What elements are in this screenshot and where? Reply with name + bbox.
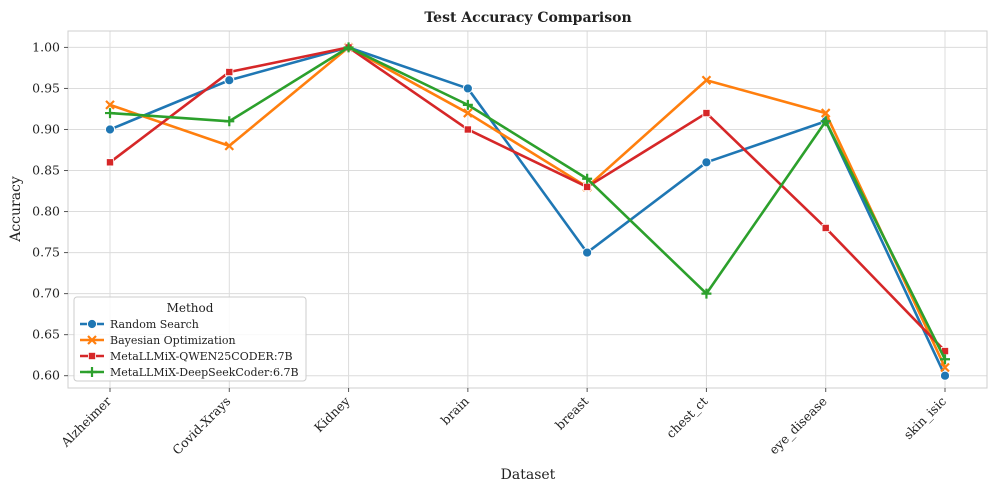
legend-swatch-marker xyxy=(87,335,97,345)
x-axis-label: Dataset xyxy=(501,467,556,483)
data-point xyxy=(582,247,593,258)
x-tick-label: skin_isic xyxy=(901,394,950,443)
data-point xyxy=(939,370,951,381)
data-point xyxy=(940,354,950,365)
y-tick-label: 0.70 xyxy=(32,286,60,301)
y-tick-label: 0.90 xyxy=(32,121,60,136)
data-point xyxy=(224,75,235,86)
data-point xyxy=(104,124,116,135)
x-tick-label: breast xyxy=(552,394,591,433)
legend-box xyxy=(73,296,307,382)
y-tick-label: 0.60 xyxy=(32,368,60,383)
y-axis-label: Accuracy xyxy=(8,176,24,243)
data-point xyxy=(582,173,593,184)
data-point xyxy=(106,158,115,167)
chart-title: Test Accuracy Comparison xyxy=(424,10,631,26)
legend-items: Random Search Bayesian Optimization MetaLL… xyxy=(80,318,299,379)
data-point xyxy=(224,141,235,151)
data-point xyxy=(105,108,115,119)
data-point xyxy=(462,83,473,94)
y-axis-ticks: 0.60 0.65 0.70 0.75 0.80 0.85 0.90 0.95 1.00 xyxy=(32,39,68,383)
data-point xyxy=(583,182,592,191)
series-layer xyxy=(104,42,951,381)
legend-swatch-marker xyxy=(86,318,98,330)
legend-swatch-marker xyxy=(87,367,97,377)
data-point xyxy=(225,68,234,77)
legend-title: Method xyxy=(167,301,214,315)
data-point xyxy=(701,157,712,168)
series-line xyxy=(108,46,947,353)
legend: Method Random Search Bayesian Optimizatio… xyxy=(73,296,307,382)
series-line xyxy=(108,46,947,369)
data-point xyxy=(701,288,712,299)
data-point xyxy=(224,116,235,127)
y-tick-label: 1.00 xyxy=(32,39,60,54)
data-point xyxy=(463,108,473,118)
x-tick-label: Covid-Xrays xyxy=(169,394,233,458)
legend-swatch-marker xyxy=(88,351,97,360)
legend-label: MetaLLMiX-DeepSeekCoder:6.7B xyxy=(110,366,299,379)
series-line xyxy=(108,46,947,361)
y-tick-label: 0.95 xyxy=(32,80,60,95)
data-point xyxy=(820,108,831,118)
data-point xyxy=(105,100,115,110)
data-point xyxy=(940,362,950,373)
y-tick-label: 0.80 xyxy=(32,204,60,219)
data-point xyxy=(701,75,712,86)
data-point xyxy=(343,42,354,53)
data-point xyxy=(820,116,831,127)
x-tick-label: brain xyxy=(438,394,472,428)
x-tick-label: Kidney xyxy=(311,393,353,435)
data-point xyxy=(462,99,473,110)
y-tick-label: 0.75 xyxy=(32,245,60,260)
series-line xyxy=(108,46,947,377)
x-tick-label: Alzheimer xyxy=(57,394,114,451)
y-tick-label: 0.85 xyxy=(32,163,60,178)
x-tick-label: eye_disease xyxy=(766,394,830,458)
x-tick-label: chest_ct xyxy=(663,394,710,441)
y-tick-label: 0.65 xyxy=(32,327,60,342)
x-axis-ticks: Alzheimer Covid-Xrays Kidney brain breast che… xyxy=(57,388,949,458)
legend-label: MetaLLMiX-QWEN25CODER:7B xyxy=(110,350,293,363)
data-point xyxy=(463,125,472,134)
legend-label: Bayesian Optimization xyxy=(110,334,236,347)
data-point xyxy=(702,109,711,118)
data-point xyxy=(821,223,830,232)
plot-frame xyxy=(67,30,988,389)
legend-label: Random Search xyxy=(110,318,199,331)
